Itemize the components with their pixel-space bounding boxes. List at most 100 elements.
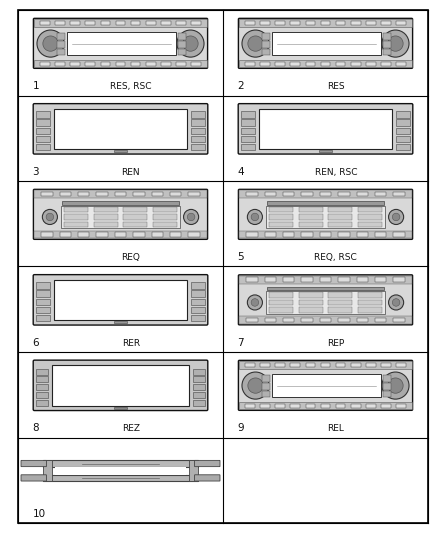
FancyBboxPatch shape [33,103,208,154]
Bar [383,41,391,47]
Bar [52,365,189,406]
Bar [265,192,276,196]
Bar [240,19,412,27]
Text: 5: 5 [237,252,244,262]
Bar [245,363,254,367]
Bar [393,278,405,282]
Bar [101,62,110,66]
Circle shape [187,213,195,221]
Bar [240,402,412,409]
FancyBboxPatch shape [21,475,46,481]
Bar [260,403,270,408]
Bar [357,192,368,196]
Bar [188,192,200,196]
FancyBboxPatch shape [21,461,46,466]
Bar [381,403,391,408]
Bar [381,62,391,66]
Bar [54,109,187,149]
Bar [266,292,385,313]
Bar [55,62,65,66]
Circle shape [251,298,259,306]
Bar [193,400,205,406]
Bar [170,192,181,196]
Bar [191,21,201,26]
Bar [396,135,410,142]
Bar [396,62,406,66]
Bar [247,318,258,322]
Bar [247,192,258,196]
Bar [358,300,382,305]
Bar [193,368,205,375]
Bar [320,278,331,282]
Circle shape [42,209,57,224]
Text: RES: RES [327,82,345,91]
Bar [240,276,412,284]
Bar [336,21,346,26]
Circle shape [382,30,409,57]
Bar [40,21,49,26]
Bar [71,21,80,26]
Circle shape [388,378,403,393]
Circle shape [43,36,58,51]
Bar [96,192,108,196]
Bar [366,363,376,367]
Bar [262,375,270,382]
Bar [55,21,65,26]
Bar [283,192,294,196]
Bar [191,298,205,305]
FancyBboxPatch shape [33,360,208,410]
Bar [152,192,163,196]
Bar [60,232,71,237]
Bar [366,21,376,26]
Bar [265,278,276,282]
Bar [338,232,350,237]
Bar [328,307,352,312]
Bar [299,207,322,212]
Bar [351,403,360,408]
Bar [269,207,293,212]
Bar [146,21,155,26]
Bar [191,290,205,297]
Bar [241,144,255,150]
Bar [351,21,360,26]
Bar [276,403,285,408]
Bar [306,62,315,66]
Bar [320,232,331,237]
Bar [336,403,346,408]
Circle shape [389,209,404,224]
Bar [178,49,186,55]
Circle shape [382,372,409,399]
Bar [393,232,405,237]
Circle shape [247,209,262,224]
Bar [351,363,360,367]
Bar [85,62,95,66]
FancyBboxPatch shape [238,189,413,239]
Bar [396,363,406,367]
Bar [321,62,330,66]
Bar [67,32,177,55]
Bar [383,391,391,397]
Bar [113,321,127,324]
Bar [152,232,163,237]
Circle shape [251,213,259,221]
Bar [260,363,270,367]
Bar [191,135,205,142]
Bar [272,374,381,397]
Text: 10: 10 [32,508,46,519]
Bar [290,363,300,367]
Bar [396,111,410,118]
Bar [36,111,50,118]
Bar [262,41,270,47]
Bar [36,290,50,297]
Bar [336,62,346,66]
Bar [36,392,48,398]
Bar [57,49,65,55]
Bar [161,62,171,66]
FancyBboxPatch shape [33,189,208,239]
Bar [245,403,254,408]
Bar [153,214,177,220]
Circle shape [184,209,199,224]
Bar [328,292,352,298]
Circle shape [242,30,269,57]
Bar [283,232,294,237]
